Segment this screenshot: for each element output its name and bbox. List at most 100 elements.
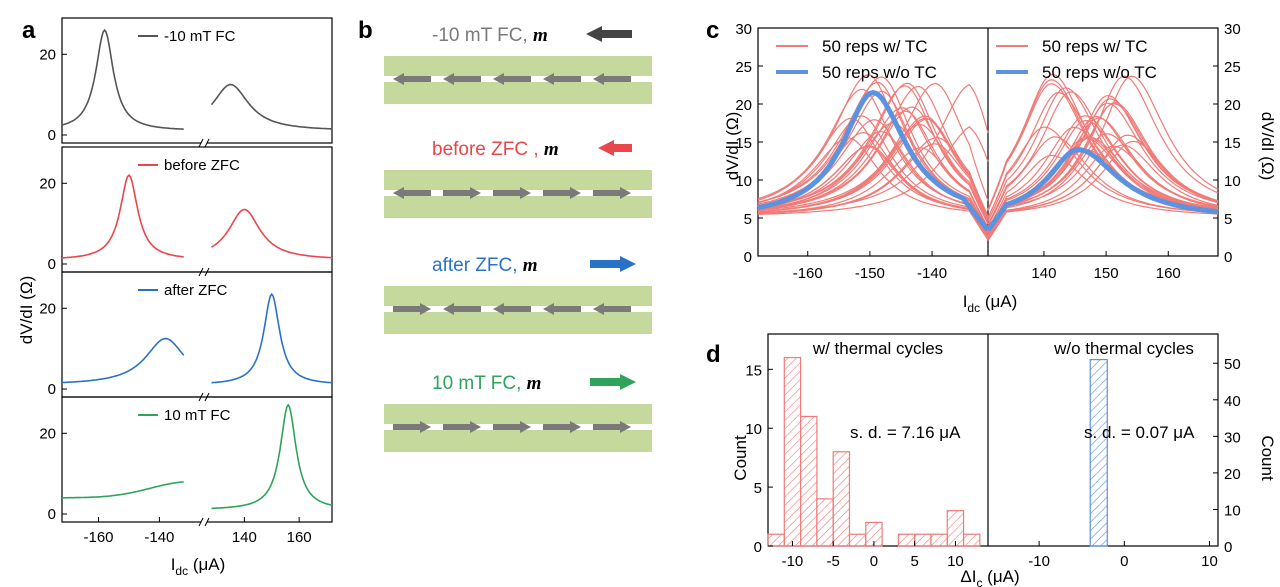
panel-a-break-gap <box>201 518 207 526</box>
panel-d-ytick-label-right: 0 <box>1224 539 1232 556</box>
panel-b-moment-arrow <box>493 73 531 85</box>
panel-b-film-top <box>384 56 652 76</box>
panel-c-curve-tc <box>757 82 989 211</box>
panel-b-moment-arrow <box>393 421 431 433</box>
panel-b-row-label: after ZFC, m <box>432 255 538 276</box>
panel-b-moment-arrow <box>543 421 581 433</box>
panel-c-curve-tc <box>757 76 989 231</box>
panel-d-xtick-label: 5 <box>910 553 918 570</box>
panel-c-xlabel: Idc (μA) <box>963 292 1018 315</box>
panel-c-ytick-label: 5 <box>744 211 752 228</box>
panel-c-xtick-label: 160 <box>1156 265 1181 282</box>
panel-d-annotation-tc: s. d. = 7.16 μA <box>850 423 961 442</box>
panel-d-ylabel: Count <box>731 435 750 481</box>
panel-d: Count Count ΔIc (μA) 0 5 10 15 -10 -5 0 5 10 w/ t… <box>731 333 1277 587</box>
panel-a-xlabel: Idc (μA) <box>171 555 226 578</box>
panel-b-film-bottom <box>384 196 652 218</box>
panel-d-xtick-label: 10 <box>947 553 964 570</box>
panel-d-ytick-label: 5 <box>754 480 762 497</box>
panel-d-xtick-label: -10 <box>1028 553 1050 570</box>
panel-a-ytick-label: 20 <box>39 46 56 63</box>
panel-a-legend-label: -10 mT FC <box>164 28 236 45</box>
panel-d-annotation-notc: s. d. = 0.07 μA <box>1084 423 1195 442</box>
panel-c-ytick-label: 15 <box>735 135 752 152</box>
panel-b-moment-arrow <box>593 303 631 315</box>
panel-b-moment-arrow <box>593 73 631 85</box>
panel-c-label: c <box>706 17 719 44</box>
panel-c-ytick-label-right: 20 <box>1224 97 1241 114</box>
panel-d-bar-tc <box>930 533 948 547</box>
panel-d-bar-tc <box>832 451 851 547</box>
panel-d-bar-tc <box>848 533 867 547</box>
panel-a-xtick-label: -160 <box>84 529 114 546</box>
panel-a-curve-right <box>211 292 333 384</box>
panel-b-label: b <box>358 17 373 44</box>
panel-b-row-label: before ZFC , m <box>432 139 559 160</box>
panel-d-xtick-label: 10 <box>1201 553 1218 570</box>
panel-c-curve-tc <box>757 147 989 230</box>
panel-b-film-top <box>384 404 652 424</box>
panel-c-curve-tc <box>757 88 989 236</box>
panel-a-xtick-label: -140 <box>144 529 174 546</box>
panel-a-ytick-label: 20 <box>39 175 56 192</box>
panel-a-break-mark <box>204 517 210 527</box>
panel-a-ytick-label: 0 <box>48 127 56 144</box>
panel-c-curve-tc <box>987 87 1219 222</box>
panel-d-bar-tc <box>767 533 785 547</box>
panel-b-moment-arrow <box>493 187 531 199</box>
panel-a-legend-label: after ZFC <box>164 282 228 299</box>
panel-b-moment-arrow <box>543 73 581 85</box>
panel-b-film-top <box>384 286 652 306</box>
panel-c-xtick-label: -160 <box>793 265 823 282</box>
panel-c-curve-tc <box>987 117 1219 236</box>
panel-b: -10 mT FC, m before ZFC , m after ZFC, m 10… <box>384 25 652 452</box>
panel-c-curve-tc <box>987 119 1219 234</box>
panel-c-curve-tc <box>757 126 989 215</box>
panel-c-ytick-label: 20 <box>735 97 752 114</box>
panel-b-moment-arrow <box>393 303 431 315</box>
panel-c-ytick-label-right: 15 <box>1224 135 1241 152</box>
panel-c-curve-tc <box>757 146 989 240</box>
panel-b-big-arrow <box>590 256 636 272</box>
panel-d-xtick-label: -10 <box>782 553 804 570</box>
panel-a-break-mark <box>198 138 204 148</box>
panel-a-curve-right <box>211 403 333 510</box>
panel-d-xtick-label: -5 <box>827 553 840 570</box>
panel-c-ytick-label: 30 <box>735 21 752 38</box>
panel-c-legend-label: 50 reps w/o TC <box>1042 63 1157 82</box>
panel-c-ylabel: dV/dI (Ω) <box>723 112 742 180</box>
panel-d-ytick-label: 15 <box>745 362 762 379</box>
panel-c-ylabel-right: dV/dI (Ω) <box>1258 112 1277 180</box>
panel-b-moment-arrow <box>593 187 631 199</box>
panel-a-xtick-label: 160 <box>287 529 312 546</box>
panel-d-bar-tc <box>914 533 932 547</box>
panel-d-xlabel: ΔIc (μA) <box>960 567 1019 587</box>
panel-a-curve-right <box>210 83 333 130</box>
panel-c-ytick-label: 0 <box>744 249 752 266</box>
panel-c-xtick-label: 150 <box>1094 265 1119 282</box>
panel-c-ytick-label-right: 30 <box>1224 21 1241 38</box>
panel-c-curve-tc <box>987 154 1219 230</box>
panel-a-frame <box>61 17 333 144</box>
panel-a-curve-left <box>62 337 185 384</box>
panel-a-ytick-label: 0 <box>48 381 56 398</box>
panel-a-legend-label: 10 mT FC <box>164 407 231 424</box>
panel-a-ytick-label: 0 <box>48 506 56 523</box>
panel-b-moment-arrow <box>393 73 431 85</box>
panel-c-legend-label: 50 reps w/ TC <box>1042 37 1148 56</box>
panel-d-label: d <box>706 341 721 368</box>
panel-d-ytick-label-right: 40 <box>1224 393 1241 410</box>
panel-c-ytick-label: 25 <box>735 59 752 76</box>
panel-b-film-bottom <box>384 430 652 452</box>
panel-d-ytick-label: 0 <box>754 539 762 556</box>
panel-a-curve-left <box>62 481 184 499</box>
panel-b-moment-arrow <box>493 303 531 315</box>
panel-d-ytick-label-right: 50 <box>1224 356 1241 373</box>
panel-b-moment-arrow <box>443 73 481 85</box>
panel-a-ytick-label: 20 <box>39 425 56 442</box>
panel-c-curve-tc <box>757 137 989 241</box>
panel-d-bar-notc <box>1089 358 1108 547</box>
panel-c-ytick-label-right: 25 <box>1224 59 1241 76</box>
panel-c-xtick-label: -140 <box>917 265 947 282</box>
panel-a-break-mark <box>198 517 204 527</box>
